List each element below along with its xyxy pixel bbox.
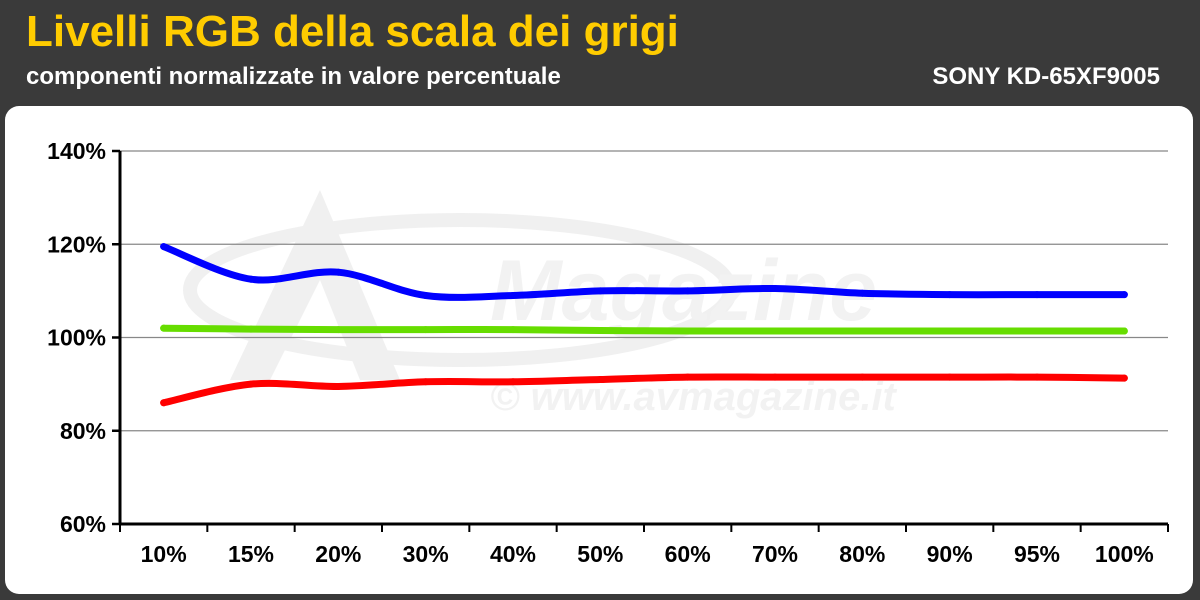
blue-data-point [858, 289, 866, 297]
x-tick-label: 100% [1095, 541, 1154, 567]
y-tick-label: 80% [60, 418, 106, 444]
chart-title: Livelli RGB della scala dei grigi [26, 7, 679, 56]
x-tick-label: 40% [490, 541, 536, 567]
x-axis-ticks: 10% 15% 20% 30% 40% 50% 60% 70% 80% 90% 95% 100% [141, 541, 1154, 567]
x-tick-label: 60% [665, 541, 711, 567]
blue-data-point [946, 291, 954, 299]
chart-header: Livelli RGB della scala dei grigi compon… [0, 0, 1200, 104]
blue-data-point [509, 292, 517, 300]
red-data-point [160, 399, 168, 407]
x-tick-label: 50% [577, 541, 623, 567]
green-data-point [247, 325, 255, 333]
red-data-point [509, 378, 517, 386]
chart-subtitle: componenti normalizzate in valore percen… [26, 63, 561, 90]
blue-data-point [422, 292, 430, 300]
blue-data-point [771, 285, 779, 293]
y-axis-ticks: 60% 80% 100% 120% 140% [47, 138, 106, 537]
red-data-point [1033, 373, 1041, 381]
x-tick-label: 30% [403, 541, 449, 567]
red-data-point [596, 375, 604, 383]
blue-data-point [1033, 291, 1041, 299]
x-tick-label: 90% [927, 541, 973, 567]
series-lines [160, 243, 1128, 407]
red-data-point [334, 382, 342, 390]
y-tick-label: 60% [60, 511, 106, 537]
x-tick-label: 15% [228, 541, 274, 567]
green-data-point [160, 324, 168, 332]
red-series-line [160, 373, 1128, 407]
x-tick-label: 20% [315, 541, 361, 567]
green-data-point [596, 327, 604, 335]
blue-data-point [596, 287, 604, 295]
green-data-point [684, 327, 692, 335]
axes [112, 149, 1169, 532]
blue-data-point [1120, 291, 1128, 299]
device-model: SONY KD-65XF9005 [932, 63, 1160, 90]
green-data-point [1120, 327, 1128, 335]
red-data-point [1120, 374, 1128, 382]
x-tick-label: 10% [141, 541, 187, 567]
green-series-line [160, 324, 1128, 335]
red-data-point [858, 373, 866, 381]
grid-lines [120, 150, 1168, 432]
chart-panel [5, 106, 1193, 594]
green-data-point [858, 327, 866, 335]
green-data-point [334, 326, 342, 334]
green-data-point [946, 327, 954, 335]
y-tick-label: 100% [47, 325, 106, 351]
blue-data-point [334, 268, 342, 276]
red-data-point [422, 378, 430, 386]
blue-data-point [160, 243, 168, 251]
green-data-point [509, 326, 517, 334]
blue-series-line [160, 243, 1128, 301]
green-data-point [1033, 327, 1041, 335]
red-data-point [684, 373, 692, 381]
x-tick-label: 80% [839, 541, 885, 567]
blue-data-point [684, 287, 692, 295]
red-data-point [247, 380, 255, 388]
blue-data-point [247, 275, 255, 283]
x-tick-label: 70% [752, 541, 798, 567]
y-tick-label: 140% [47, 138, 106, 164]
x-tick-label: 95% [1014, 541, 1060, 567]
green-data-point [422, 326, 430, 334]
y-tick-label: 120% [47, 231, 106, 257]
green-data-point [771, 327, 779, 335]
red-data-point [771, 373, 779, 381]
red-data-point [946, 373, 954, 381]
